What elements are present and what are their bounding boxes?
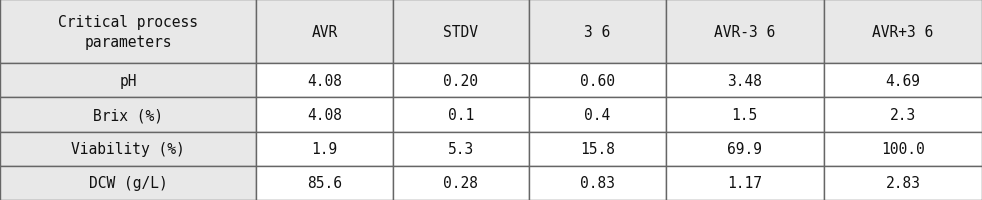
Bar <box>824 132 982 166</box>
Bar <box>666 98 824 132</box>
Text: pH: pH <box>120 74 136 88</box>
Bar <box>0 132 256 166</box>
Text: 0.20: 0.20 <box>444 74 478 88</box>
Text: AVR-3 6: AVR-3 6 <box>714 25 776 39</box>
Text: 4.08: 4.08 <box>307 108 342 122</box>
Text: 0.83: 0.83 <box>580 176 615 190</box>
Text: 3 6: 3 6 <box>584 25 611 39</box>
Text: Viability (%): Viability (%) <box>72 142 185 156</box>
Bar <box>0 64 256 98</box>
Text: 2.83: 2.83 <box>886 176 920 190</box>
Bar <box>393 132 529 166</box>
Text: 0.60: 0.60 <box>580 74 615 88</box>
Text: 100.0: 100.0 <box>881 142 925 156</box>
Text: 15.8: 15.8 <box>580 142 615 156</box>
Bar <box>529 64 666 98</box>
Text: DCW (g/L): DCW (g/L) <box>88 176 168 190</box>
Bar <box>393 166 529 200</box>
Bar <box>256 64 393 98</box>
Bar <box>824 64 982 98</box>
Bar <box>393 98 529 132</box>
Bar <box>0 0 256 64</box>
Bar <box>529 0 666 64</box>
Text: 85.6: 85.6 <box>307 176 342 190</box>
Bar <box>529 132 666 166</box>
Bar <box>393 64 529 98</box>
Bar <box>393 0 529 64</box>
Text: AVR+3 6: AVR+3 6 <box>872 25 934 39</box>
Text: 5.3: 5.3 <box>448 142 474 156</box>
Text: 1.9: 1.9 <box>311 142 338 156</box>
Bar <box>666 132 824 166</box>
Bar <box>824 0 982 64</box>
Bar <box>256 0 393 64</box>
Text: 4.08: 4.08 <box>307 74 342 88</box>
Text: 1.5: 1.5 <box>732 108 758 122</box>
Bar <box>256 132 393 166</box>
Bar <box>256 166 393 200</box>
Bar <box>0 98 256 132</box>
Bar <box>666 0 824 64</box>
Bar <box>666 166 824 200</box>
Text: STDV: STDV <box>444 25 478 39</box>
Text: 0.28: 0.28 <box>444 176 478 190</box>
Text: 2.3: 2.3 <box>890 108 916 122</box>
Text: 1.17: 1.17 <box>728 176 762 190</box>
Text: 0.1: 0.1 <box>448 108 474 122</box>
Bar <box>256 98 393 132</box>
Bar <box>666 64 824 98</box>
Text: 3.48: 3.48 <box>728 74 762 88</box>
Text: 69.9: 69.9 <box>728 142 762 156</box>
Text: 4.69: 4.69 <box>886 74 920 88</box>
Bar <box>824 98 982 132</box>
Bar <box>824 166 982 200</box>
Text: Brix (%): Brix (%) <box>93 108 163 122</box>
Bar <box>0 166 256 200</box>
Text: 0.4: 0.4 <box>584 108 611 122</box>
Text: Critical process
parameters: Critical process parameters <box>58 15 198 49</box>
Bar <box>529 166 666 200</box>
Bar <box>529 98 666 132</box>
Text: AVR: AVR <box>311 25 338 39</box>
